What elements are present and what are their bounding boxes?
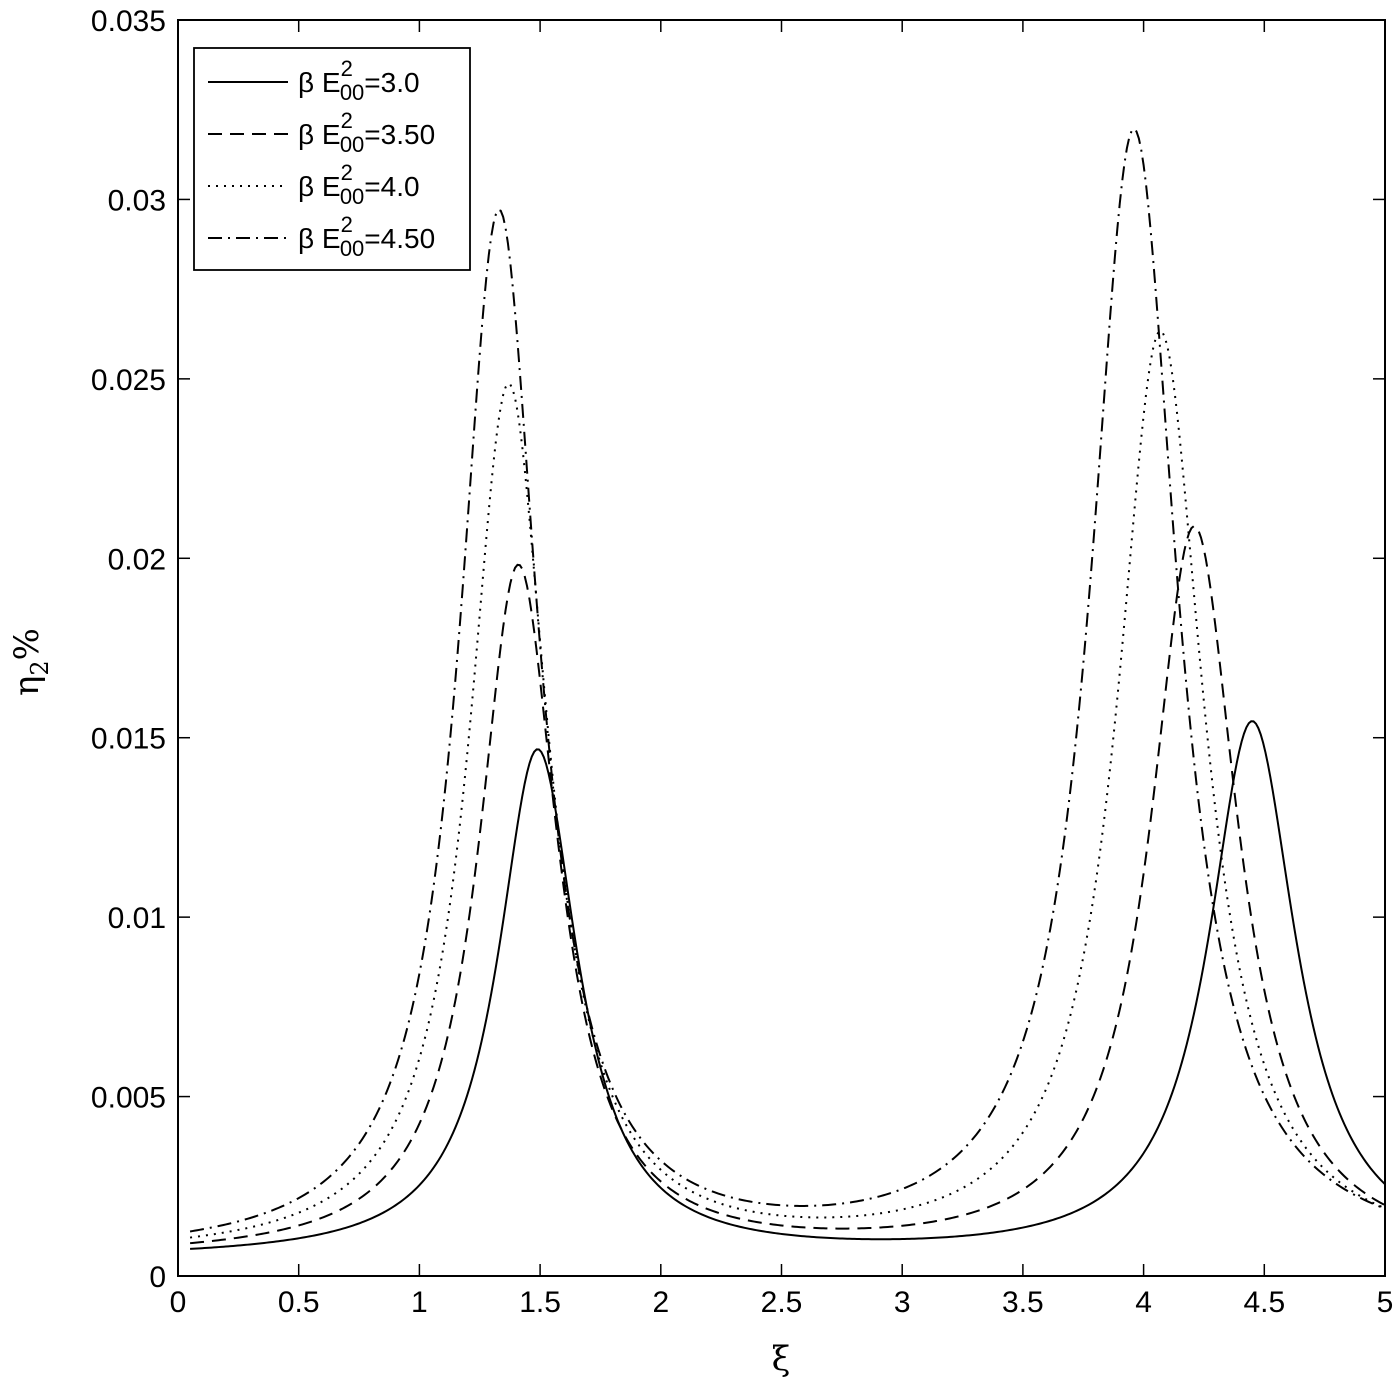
legend-label-1: β E2 00=3.0 — [298, 56, 420, 105]
legend-label-4: β E2 00=4.50 — [298, 212, 435, 261]
series-line-4 — [189, 127, 1386, 1233]
x-tick-label: 1.5 — [519, 1286, 561, 1319]
legend-box — [193, 47, 471, 271]
x-tick-label: 2 — [652, 1286, 669, 1319]
y-axis-label: η2% — [7, 628, 54, 696]
x-tick-label: 3.5 — [1002, 1286, 1044, 1319]
x-axis-label: ξ — [772, 1339, 791, 1379]
series-line-3 — [189, 329, 1386, 1239]
series-lines — [189, 127, 1386, 1250]
y-axis-label-suffix: % — [7, 628, 47, 660]
legend-label-3: β E2 00=4.0 — [298, 160, 420, 209]
y-tick-label: 0 — [149, 1261, 166, 1294]
legend-label-2: β E2 00=3.50 — [298, 108, 435, 157]
y-axis-label-main: η — [7, 676, 47, 696]
y-tick-label: 0.005 — [91, 1082, 166, 1115]
y-tick-label: 0.01 — [108, 902, 166, 935]
x-tick-label: 0.5 — [278, 1286, 320, 1319]
y-tick-label: 0.02 — [108, 543, 166, 576]
y-tick-label: 0.015 — [91, 723, 166, 756]
x-tick-label: 4.5 — [1243, 1286, 1285, 1319]
x-tick-label: 0 — [170, 1286, 187, 1319]
y-tick-label: 0.025 — [91, 364, 166, 397]
series-line-2 — [189, 524, 1386, 1245]
y-tick-label: 0.035 — [91, 5, 166, 38]
legend: β E2 00=3.0β E2 00=3.50β E2 00=4.0β E2 00=4.… — [193, 47, 471, 271]
x-tick-label: 3 — [894, 1286, 911, 1319]
x-tick-label: 5 — [1377, 1286, 1394, 1319]
y-tick-labels: 0 0.005 0.01 0.015 0.02 0.025 0.03 0.035 — [91, 5, 166, 1294]
y-tick-label: 0.03 — [108, 184, 166, 217]
x-tick-label: 2.5 — [761, 1286, 803, 1319]
axis-ticks — [177, 19, 1386, 1277]
x-tick-labels: 0 0.5 1 1.5 2 2.5 3 3.5 4 4.5 5 — [170, 1286, 1394, 1319]
svg-text:η2%: η2% — [7, 628, 54, 696]
series-line-1 — [190, 720, 1386, 1250]
y-axis-label-sub: 2 — [26, 660, 54, 675]
x-tick-label: 4 — [1135, 1286, 1152, 1319]
legend-items: β E2 00=3.0β E2 00=3.50β E2 00=4.0β E2 00=4.… — [208, 56, 435, 261]
x-tick-label: 1 — [411, 1286, 428, 1319]
